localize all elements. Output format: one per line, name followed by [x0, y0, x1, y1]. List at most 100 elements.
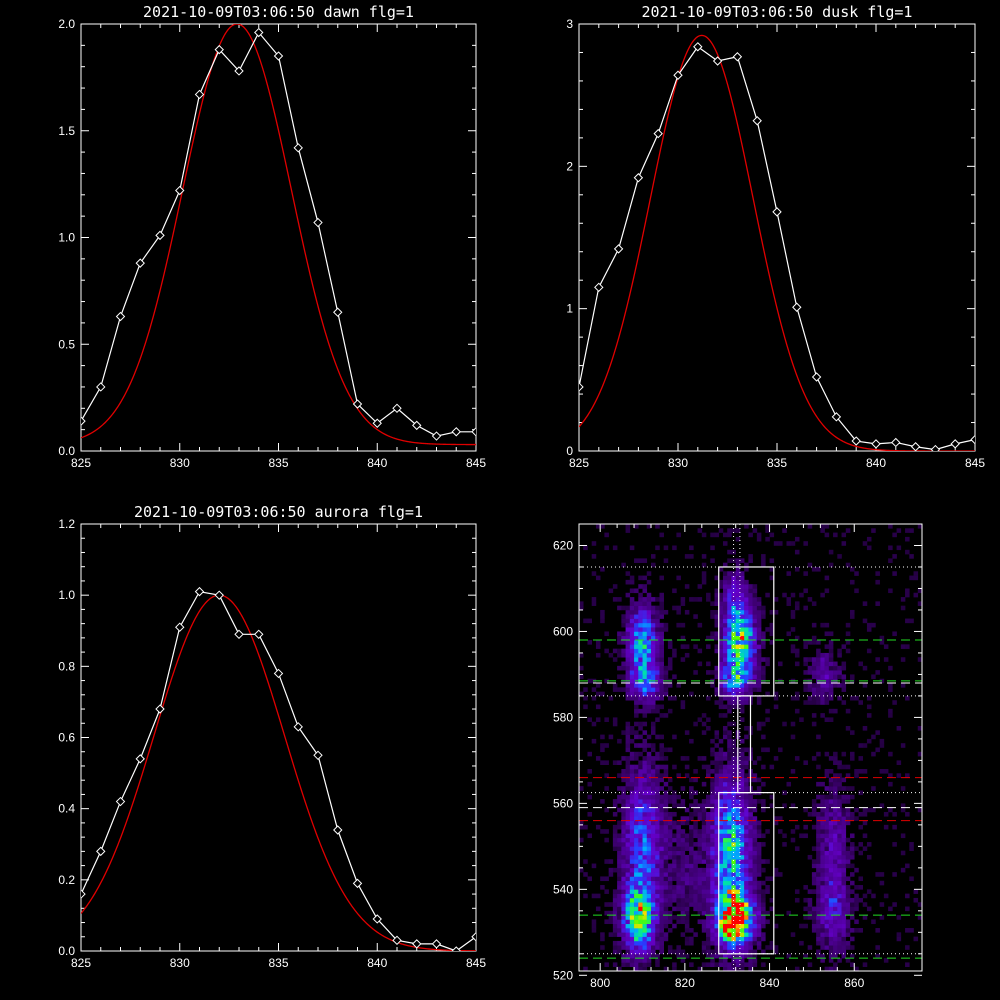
heatmap-cell	[820, 691, 825, 697]
heatmap-cell	[879, 915, 885, 920]
heatmap-cell	[638, 618, 643, 624]
heatmap-cell	[676, 803, 681, 808]
heatmap-cell	[629, 618, 635, 624]
heatmap-cell	[837, 842, 842, 847]
heatmap-cell	[761, 734, 766, 740]
heatmap-cell	[684, 554, 690, 559]
heatmap-cell	[672, 799, 677, 804]
heatmap-cell	[710, 777, 715, 783]
heatmap-cell	[608, 588, 614, 594]
heatmap-cell	[684, 923, 690, 929]
heatmap-cell	[621, 665, 626, 671]
heatmap-cell	[909, 842, 914, 847]
heatmap-cell	[621, 902, 626, 907]
heatmap-cell	[871, 622, 876, 628]
heatmap-cell	[727, 902, 732, 907]
heatmap-cell	[718, 691, 724, 697]
heatmap-cell	[659, 850, 664, 856]
heatmap-cell	[756, 889, 762, 894]
heatmap-cell	[739, 842, 745, 847]
heatmap-cell	[629, 786, 635, 791]
heatmap-cell	[591, 597, 597, 602]
heatmap-cell	[909, 876, 914, 882]
heatmap-cell	[634, 601, 639, 606]
heatmap-cell	[769, 627, 775, 632]
heatmap-cell	[612, 846, 618, 851]
heatmap-cell	[833, 867, 838, 873]
heatmap-cell	[646, 958, 652, 963]
heatmap-cell	[579, 652, 584, 658]
heatmap-cell	[888, 524, 893, 529]
heatmap-cell	[612, 837, 618, 843]
heatmap-cell	[731, 867, 736, 873]
heatmap-cell	[794, 889, 800, 894]
x-tick-label: 845	[466, 456, 486, 470]
heatmap-cell	[752, 674, 758, 680]
heatmap-cell	[744, 562, 749, 568]
heatmap-cell	[587, 678, 592, 684]
heatmap-cell	[655, 824, 660, 830]
heatmap-cell	[655, 631, 660, 637]
heatmap-cell	[659, 897, 664, 903]
heatmap-cell	[824, 661, 830, 667]
heatmap-cell	[752, 652, 758, 658]
heatmap-cell	[667, 695, 673, 701]
heatmap-cell	[735, 824, 741, 830]
heatmap-cell	[659, 532, 664, 538]
heatmap-cell	[655, 889, 660, 894]
heatmap-cell	[650, 910, 656, 916]
heatmap-cell	[646, 799, 652, 804]
heatmap-cell	[646, 756, 652, 761]
heatmap-cell	[722, 799, 728, 804]
heatmap-cell	[629, 910, 635, 916]
heatmap-cell	[680, 859, 686, 864]
heatmap-cell	[600, 945, 605, 950]
heatmap-cell	[824, 691, 830, 697]
heatmap-cell	[761, 859, 766, 864]
heatmap-cell	[820, 824, 825, 830]
heatmap-cell	[773, 704, 779, 710]
heatmap-cell	[684, 863, 690, 869]
heatmap-cell	[752, 601, 758, 606]
heatmap-cell	[714, 790, 720, 796]
heatmap-cell	[697, 648, 703, 654]
heatmap-cell	[718, 876, 724, 882]
heatmap-cell	[820, 863, 825, 869]
heatmap-cell	[591, 695, 597, 701]
heatmap-cell	[604, 876, 609, 882]
heatmap-cell	[837, 928, 842, 933]
heatmap-cell	[888, 683, 893, 688]
heatmap-cell	[642, 575, 648, 581]
heatmap-cell	[638, 648, 643, 654]
heatmap-cell	[841, 854, 847, 860]
heatmap-cell	[655, 786, 660, 791]
heatmap-cell	[727, 691, 732, 697]
heatmap-cell	[917, 657, 923, 662]
heatmap-cell	[824, 532, 830, 538]
heatmap-cell	[722, 829, 728, 834]
heatmap-cell	[638, 781, 643, 787]
heatmap-cell	[634, 691, 639, 697]
heatmap-cell	[828, 820, 834, 826]
heatmap-cell	[655, 627, 660, 632]
heatmap-cell	[900, 850, 906, 856]
heatmap-cell	[862, 807, 868, 813]
heatmap-cell	[794, 536, 800, 542]
heatmap-cell	[650, 794, 656, 800]
heatmap-cell	[659, 945, 664, 950]
y-tick-label: 600	[553, 624, 573, 638]
heatmap-cell	[655, 837, 660, 843]
heatmap-cell	[655, 609, 660, 615]
heatmap-cell	[769, 897, 775, 903]
heatmap-cell	[689, 545, 694, 551]
heatmap-cell	[892, 842, 897, 847]
heatmap-cell	[837, 859, 842, 864]
heatmap-cell	[617, 919, 622, 925]
heatmap-cell	[634, 902, 639, 907]
heatmap-cell	[693, 820, 698, 826]
heatmap-cell	[706, 803, 711, 808]
heatmap-cell	[650, 940, 656, 946]
heatmap-cell	[646, 893, 652, 899]
heatmap-cell	[672, 545, 677, 551]
heatmap-cell	[824, 670, 830, 675]
